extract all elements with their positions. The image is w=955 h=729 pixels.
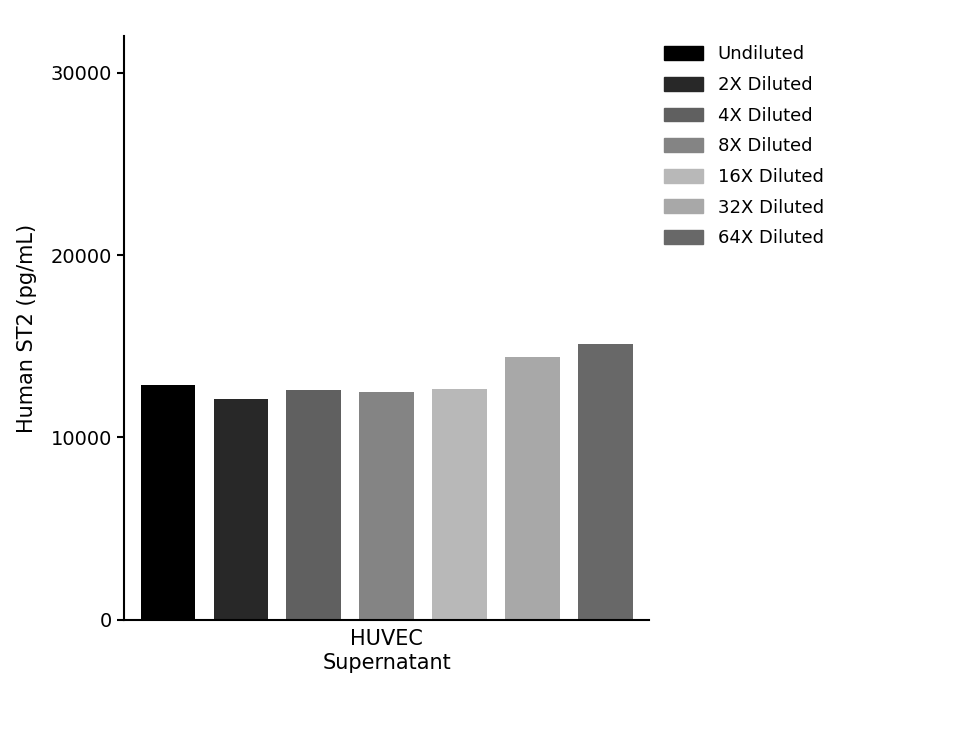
Bar bbox=[286, 390, 341, 620]
Bar bbox=[579, 345, 633, 620]
Y-axis label: Human ST2 (pg/mL): Human ST2 (pg/mL) bbox=[17, 224, 37, 432]
Bar bbox=[433, 389, 487, 620]
Bar bbox=[359, 392, 414, 620]
Bar bbox=[505, 357, 560, 620]
Bar bbox=[140, 385, 195, 620]
Legend: Undiluted, 2X Diluted, 4X Diluted, 8X Diluted, 16X Diluted, 32X Diluted, 64X Dil: Undiluted, 2X Diluted, 4X Diluted, 8X Di… bbox=[664, 45, 824, 247]
Bar bbox=[214, 399, 268, 620]
